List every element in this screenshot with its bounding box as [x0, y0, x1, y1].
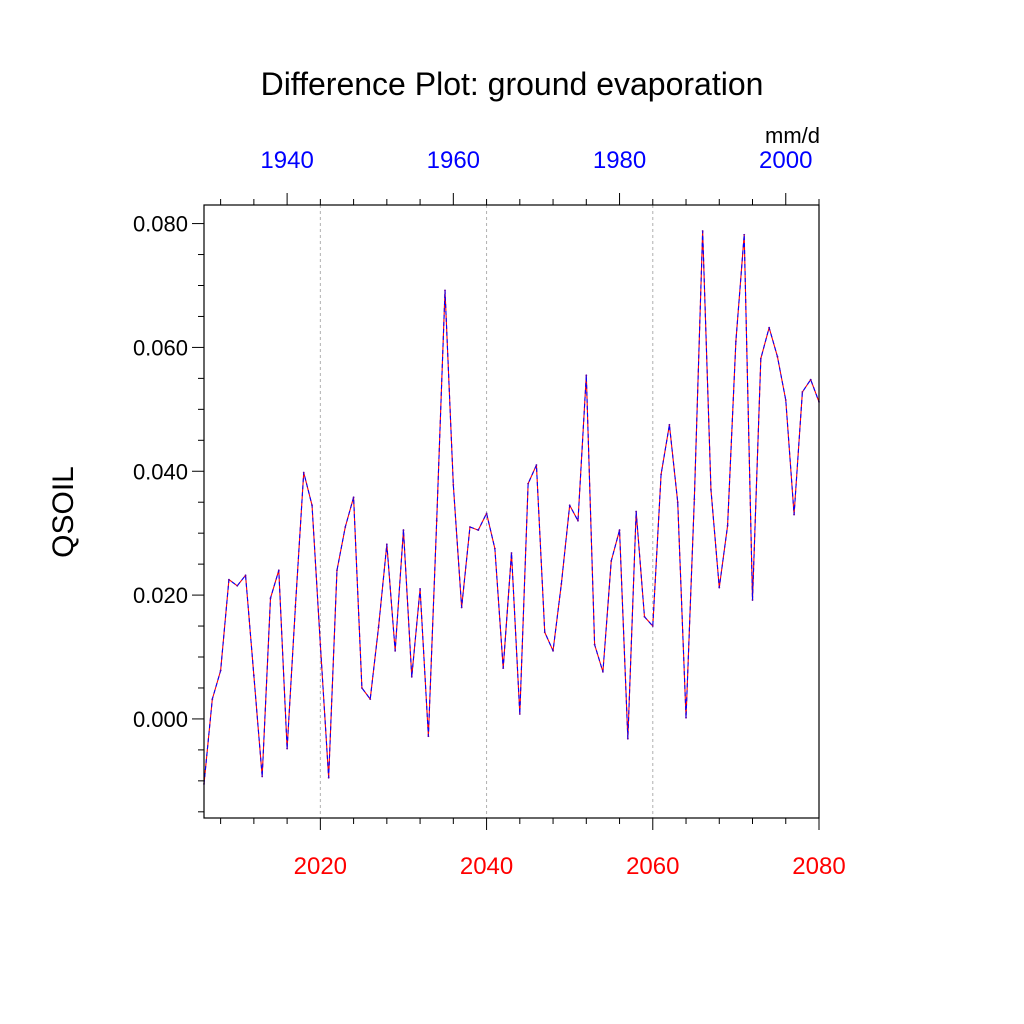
y-tick-label: 0.020: [133, 583, 188, 608]
units-label: mm/d: [765, 123, 820, 148]
top-tick-label: 1960: [427, 147, 480, 174]
axes: 0.000 0.020 0.040 0.060 0.080 2020 2040 2060 208…: [133, 147, 846, 880]
top-tick-label: 2000: [759, 147, 812, 174]
data-point: [361, 687, 363, 689]
data-point: [269, 597, 272, 600]
data-point: [510, 552, 513, 554]
data-point: [768, 326, 771, 329]
data-point: [618, 529, 621, 531]
data-point: [784, 399, 787, 401]
data-point: [759, 357, 762, 360]
data-point: [394, 649, 397, 652]
y-tick-label: 0.060: [133, 335, 188, 360]
data-point: [369, 698, 372, 701]
y-tick-label: 0.080: [133, 212, 188, 237]
bottom-tick-label: 2020: [294, 853, 347, 880]
data-point: [311, 504, 313, 507]
data-point: [294, 605, 297, 608]
top-tick-label: 1980: [593, 147, 646, 174]
chart-title: Difference Plot: ground evaporation: [261, 66, 764, 102]
data-point: [211, 698, 214, 701]
data-point: [651, 625, 654, 627]
data-point: [228, 578, 230, 581]
data-point: [743, 233, 746, 236]
data-point: [336, 569, 338, 572]
data-point: [219, 669, 222, 672]
data-point: [252, 674, 255, 677]
series-layer: [203, 230, 820, 785]
data-point: [344, 526, 347, 528]
bottom-tick-label: 2080: [792, 853, 845, 880]
y-axis-label: QSOIL: [47, 466, 80, 558]
data-point: [319, 643, 322, 646]
y-tick-label: 0.000: [133, 707, 188, 732]
data-point: [685, 716, 687, 719]
grid-lines: [319, 205, 654, 818]
data-point: [626, 737, 629, 740]
data-point: [535, 464, 538, 466]
data-point: [410, 675, 413, 678]
data-point: [585, 374, 588, 377]
data-point: [635, 510, 638, 513]
data-point: [502, 667, 505, 670]
data-point: [568, 504, 571, 507]
data-point: [660, 473, 662, 476]
data-point: [352, 496, 355, 499]
data-point: [809, 378, 812, 381]
data-point: [236, 584, 239, 587]
data-point: [527, 482, 530, 485]
data-point: [718, 586, 721, 589]
data-point: [493, 547, 496, 550]
data-point: [402, 529, 405, 531]
data-point: [261, 775, 264, 778]
data-point: [543, 631, 546, 634]
data-point: [485, 512, 488, 515]
data-point: [385, 543, 388, 546]
data-point: [444, 289, 446, 292]
data-point: [244, 574, 247, 577]
series-line-red: [203, 230, 820, 784]
top-tick-label: 1940: [260, 147, 313, 174]
data-point: [286, 747, 289, 750]
data-point: [377, 626, 380, 629]
data-point: [469, 526, 471, 528]
data-point: [577, 519, 579, 522]
data-point: [668, 423, 671, 426]
data-point: [610, 560, 613, 562]
data-point: [427, 735, 430, 738]
data-point: [302, 471, 305, 474]
data-point: [435, 519, 438, 522]
data-point: [751, 599, 754, 601]
data-point: [452, 483, 455, 486]
data-point: [776, 355, 779, 358]
data-point: [460, 606, 463, 609]
data-point: [327, 776, 330, 779]
bottom-tick-label: 2060: [626, 853, 679, 880]
data-point: [552, 649, 554, 652]
data-point: [602, 670, 604, 673]
bottom-tick-label: 2040: [460, 853, 513, 880]
data-point: [801, 391, 804, 393]
data-point: [701, 230, 704, 232]
data-point: [710, 488, 712, 491]
data-point: [593, 643, 596, 646]
data-point: [643, 615, 646, 618]
data-point: [518, 713, 521, 715]
data-point: [693, 498, 696, 501]
y-tick-label: 0.040: [133, 459, 188, 484]
data-point: [726, 524, 729, 527]
series-line-blue: [203, 230, 820, 784]
plot-frame: [203, 204, 820, 819]
data-point: [793, 513, 795, 516]
data-point: [676, 501, 679, 504]
data-point: [419, 587, 421, 590]
data-point: [560, 583, 563, 585]
data-point: [477, 529, 480, 531]
data-point: [734, 340, 737, 343]
data-point: [277, 569, 280, 572]
